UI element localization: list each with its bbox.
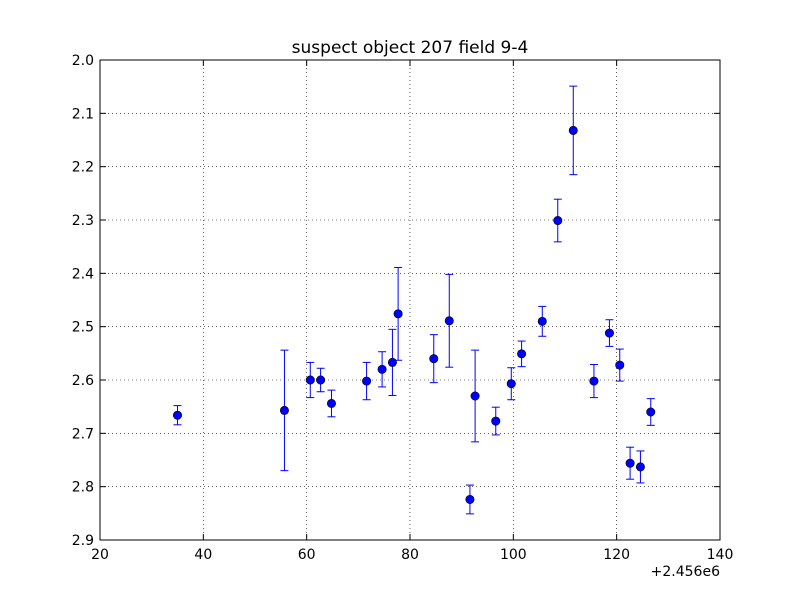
y-tick-label: 2.2 bbox=[72, 160, 94, 176]
x-tick-label: 80 bbox=[401, 547, 419, 563]
data-point bbox=[491, 416, 501, 426]
data-point bbox=[316, 375, 326, 385]
data-point bbox=[279, 405, 289, 415]
axis-ticks bbox=[99, 59, 721, 541]
y-tick-label: 2.6 bbox=[72, 373, 94, 389]
data-point bbox=[377, 364, 387, 374]
grid bbox=[100, 60, 720, 540]
x-tick-label: 140 bbox=[707, 547, 734, 563]
data-point bbox=[173, 410, 183, 420]
data-point bbox=[465, 494, 475, 504]
data-point bbox=[362, 376, 372, 386]
data-point bbox=[615, 360, 625, 370]
x-tick-label: 20 bbox=[91, 547, 109, 563]
y-tick-label: 2.1 bbox=[72, 106, 94, 122]
data-point bbox=[429, 354, 439, 364]
x-tick-label: 40 bbox=[194, 547, 212, 563]
data-point bbox=[604, 328, 614, 338]
data-points bbox=[173, 125, 656, 504]
y-tick-label: 2.3 bbox=[72, 213, 94, 229]
data-point bbox=[326, 398, 336, 408]
data-point bbox=[646, 407, 656, 417]
x-tick-labels: 20 40 60 80 100 120 140 bbox=[91, 547, 733, 563]
y-tick-label: 2.4 bbox=[72, 266, 94, 282]
y-tick-label: 2.7 bbox=[72, 426, 94, 442]
y-tick-label: 2.5 bbox=[72, 320, 94, 336]
y-tick-label: 2.0 bbox=[72, 53, 94, 69]
data-point bbox=[470, 391, 480, 401]
y-tick-label: 2.8 bbox=[72, 480, 94, 496]
data-point bbox=[387, 357, 397, 367]
y-tick-label: 2.9 bbox=[72, 533, 94, 549]
data-point bbox=[506, 379, 516, 389]
data-point bbox=[305, 375, 315, 385]
chart-title: suspect object 207 field 9-4 bbox=[292, 38, 529, 58]
data-point bbox=[393, 309, 403, 319]
data-point bbox=[444, 316, 454, 326]
x-axis-offset-label: +2.456e6 bbox=[651, 564, 720, 580]
x-tick-label: 60 bbox=[298, 547, 316, 563]
data-point bbox=[625, 458, 635, 468]
y-tick-labels: 2.0 2.1 2.2 2.3 2.4 2.5 2.6 2.7 2.8 2.9 bbox=[72, 53, 94, 549]
data-point bbox=[635, 462, 645, 472]
data-point bbox=[589, 376, 599, 386]
x-tick-label: 120 bbox=[603, 547, 630, 563]
data-point bbox=[537, 316, 547, 326]
data-point bbox=[517, 349, 527, 359]
data-point bbox=[553, 216, 563, 226]
x-tick-label: 100 bbox=[500, 547, 527, 563]
error-bars bbox=[173, 85, 655, 515]
data-point bbox=[568, 125, 578, 135]
